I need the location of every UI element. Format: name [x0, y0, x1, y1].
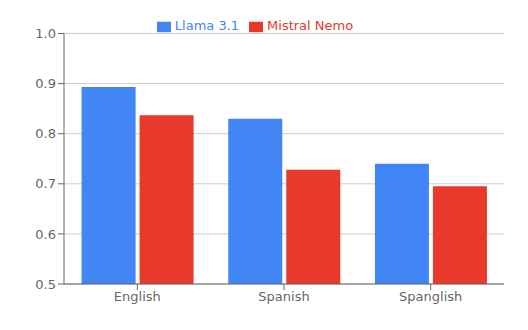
- svg-text:0.6: 0.6: [35, 227, 56, 242]
- html-text:Mistral Nemo: Mistral Nemo: [267, 18, 354, 33]
- svg-text:Spanglish: Spanglish: [399, 289, 462, 304]
- svg-text:0.9: 0.9: [35, 76, 56, 91]
- svg-text:0.8: 0.8: [35, 126, 56, 141]
- svg-text:0.5: 0.5: [35, 277, 56, 292]
- svg-text:1.0: 1.0: [35, 26, 56, 41]
- svg-text:0.7: 0.7: [35, 176, 56, 191]
- svg-text:English: English: [114, 289, 161, 304]
- html-text:Llama 3.1: Llama 3.1: [174, 18, 240, 33]
- svg-text:Spanish: Spanish: [258, 289, 309, 304]
